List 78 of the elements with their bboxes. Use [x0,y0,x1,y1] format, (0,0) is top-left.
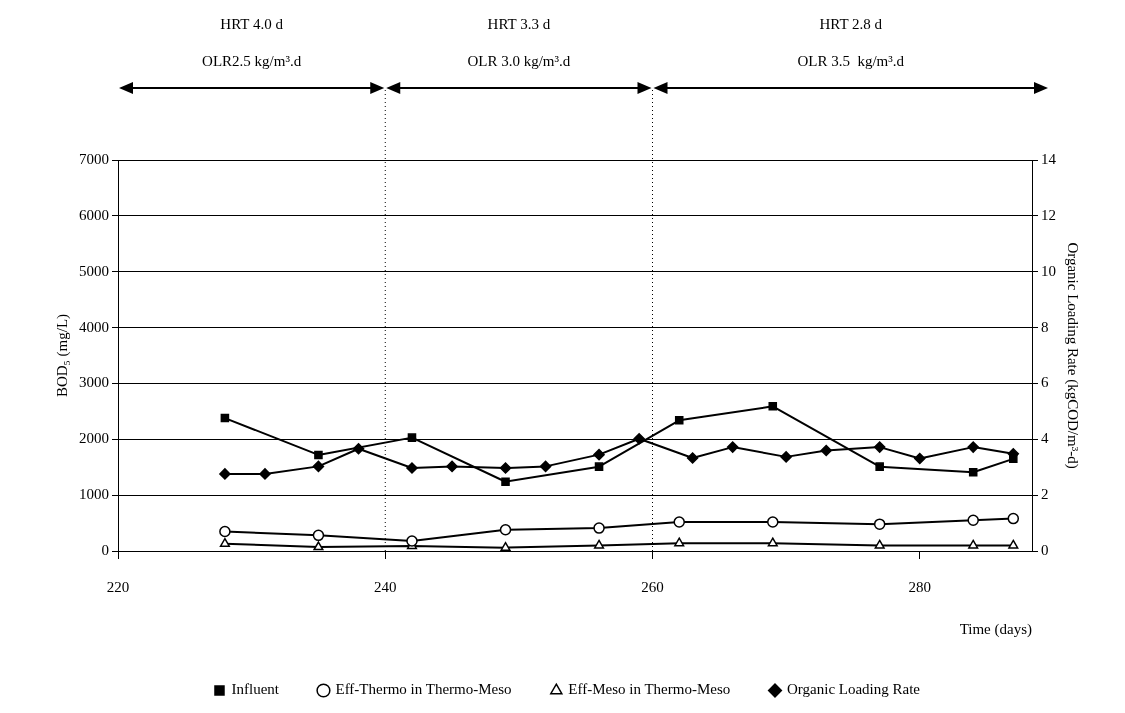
point [633,432,645,445]
point [593,522,605,534]
point [407,433,417,442]
point [967,441,979,453]
point [500,541,511,551]
point [593,448,605,461]
legend-label: Organic Loading Rate [787,681,921,698]
point [312,529,325,542]
point [499,462,512,474]
point [780,451,792,463]
point [875,462,884,471]
y2-axis-title: Organic Loading Rate (kgCOD/m³-d) [1064,242,1082,469]
point [686,452,699,464]
point [312,460,325,473]
point [1008,539,1019,549]
point [874,539,885,549]
y2-tick-label: 10 [1041,262,1056,279]
text: OLR 3.5 kg/m³.d [797,52,905,69]
point [219,468,231,480]
point [726,441,739,453]
text: HRT 2.8 d [819,15,883,32]
y-tick-label: 4000 [79,318,109,335]
x-tick-label: 280 [908,578,931,595]
point [446,460,458,473]
point [968,539,979,549]
point [594,462,604,471]
point [674,537,685,547]
x-tick-label: 260 [641,578,664,595]
point [674,416,684,425]
point [673,516,685,528]
text: HRT 3.3 d [487,15,551,32]
point [767,537,778,547]
y-tick-label: 0 [101,541,109,558]
legend-label: Influent [231,681,280,698]
legend-label: Eff-Thermo in Thermo-Meso [335,681,512,698]
y-tick-label: 7000 [79,150,109,167]
legend-label: Eff-Meso in Thermo-Meso [568,681,731,698]
point [873,441,886,453]
point [968,467,978,477]
point [593,539,605,549]
point [220,413,230,423]
y-tick-label: 1000 [79,486,109,503]
y-tick-label: 3000 [79,374,109,391]
point [1007,512,1020,525]
point [219,537,230,547]
text: OLR 3.0 kg/m³.d [467,52,571,69]
y2-tick-label: 8 [1041,318,1049,335]
y2-tick-label: 2 [1041,486,1049,503]
point [539,460,552,473]
point [314,450,323,460]
point [767,516,779,528]
point [313,541,324,551]
y-tick-label: 6000 [79,206,109,223]
point [768,402,778,411]
point [499,524,512,536]
point [406,535,418,547]
text: HRT 4.0 d [220,15,284,32]
x-tick-label: 220 [106,578,130,595]
point [1009,454,1018,464]
point [967,514,979,527]
y2-tick-label: 0 [1041,541,1049,558]
y-tick-label: 2000 [79,430,109,447]
point [259,468,271,480]
y2-tick-label: 12 [1041,206,1056,223]
y-axis-title: BOD₅ (mg/L) [53,313,71,398]
y2-tick-label: 6 [1041,374,1049,391]
x-axis-title: Time (days) [959,620,1032,638]
point [873,518,886,530]
point [501,477,510,487]
point [406,462,418,474]
point [820,444,832,457]
y2-tick-label: 4 [1041,430,1049,447]
y-tick-label: 5000 [79,262,109,279]
text: OLR2.5 kg/m³.d [202,52,302,69]
point [914,452,926,465]
x-tick-label: 240 [374,578,397,595]
point [219,525,231,538]
y2-tick-label: 14 [1041,150,1057,167]
